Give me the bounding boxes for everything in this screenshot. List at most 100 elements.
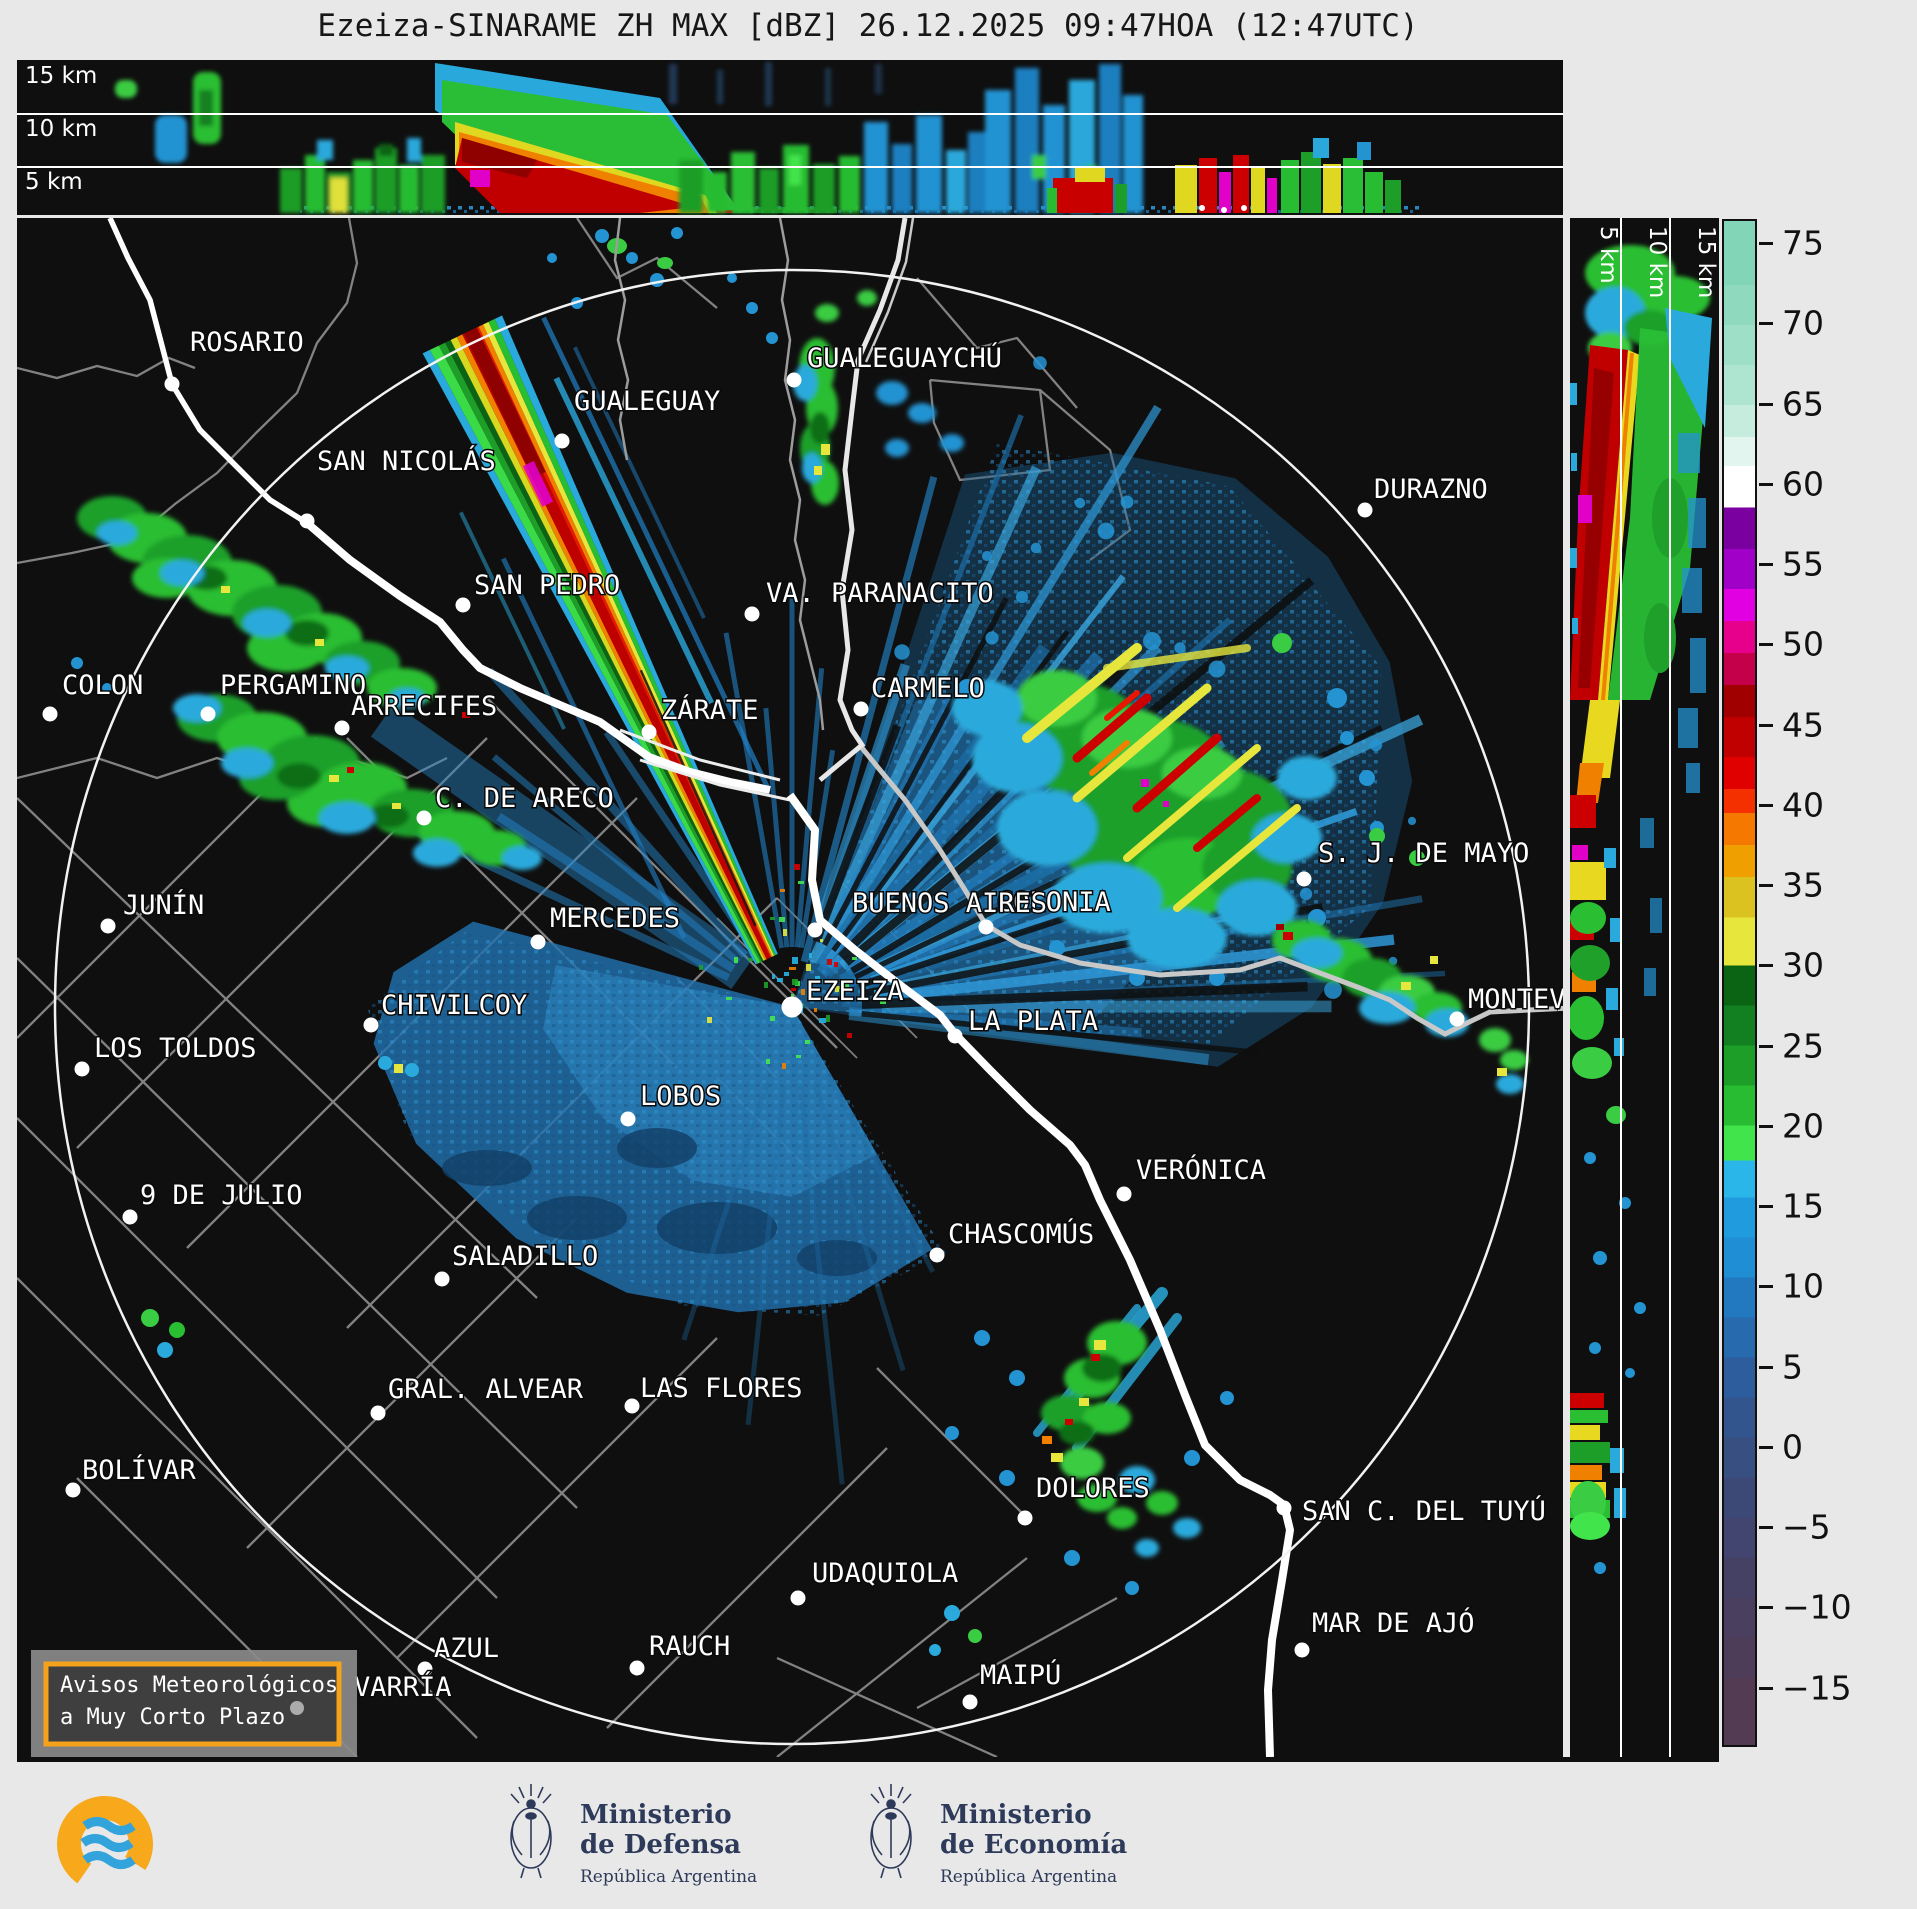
city-dot-LA PLATA	[947, 1028, 963, 1044]
city-dot-MAIPÚ	[962, 1694, 978, 1710]
economia-line1: Ministerio	[940, 1800, 1092, 1830]
city-dot-CARMELO	[853, 701, 869, 717]
city-dot-CHIVILCOY	[363, 1017, 379, 1033]
colorbar-label--10: −10	[1782, 1587, 1852, 1627]
city-dot-MAR DE AJÓ	[1294, 1642, 1310, 1658]
colorbar-tick-65	[1759, 402, 1773, 406]
top-cross-section-plot	[17, 62, 1563, 213]
city-label-SAN C. DEL TUYÚ: SAN C. DEL TUYÚ	[1302, 1495, 1546, 1527]
city-dot-DOLORES	[1017, 1510, 1033, 1526]
colorbar-label-65: 65	[1782, 384, 1824, 423]
colorbar-label-25: 25	[1782, 1026, 1824, 1065]
city-dot-MERCEDES	[530, 934, 546, 950]
colorbar-label-60: 60	[1782, 464, 1824, 504]
colorbar-label-10: 10	[1782, 1266, 1824, 1306]
economia-logo-text: Ministerio de Economía República Argenti…	[940, 1800, 1127, 1892]
city-label-UDAQUIOLA: UDAQUIOLA	[812, 1558, 958, 1589]
colorbar-tick-40	[1759, 803, 1773, 807]
city-dot-LOS TOLDOS	[74, 1061, 90, 1077]
colorbar-label-75: 75	[1782, 223, 1824, 263]
colorbar-tick-45	[1759, 723, 1773, 727]
city-dot-LOBOS	[620, 1111, 636, 1127]
city-label-SAN PEDRO: SAN PEDRO	[474, 570, 620, 601]
city-label-ZÁRATE: ZÁRATE	[661, 694, 759, 726]
city-dot-ARRECIFES	[334, 720, 350, 736]
city-label-BOLÍVAR: BOLÍVAR	[82, 1454, 197, 1486]
radar-map: ROSARIO SAN NICOLÁS GUALEGUAY GUALEGUAYCHÚ D…	[17, 218, 1563, 1757]
city-label-PERGAMINO: PERGAMINO	[220, 670, 366, 701]
city-label-COLONIA: COLONIA	[997, 887, 1111, 918]
city-label-LOBOS: LOBOS	[640, 1081, 721, 1112]
city-label-ARRECIFES: ARRECIFES	[351, 691, 497, 722]
city-dot-hidden	[290, 1701, 304, 1715]
city-dot-UDAQUIOLA	[790, 1590, 806, 1606]
warning-box-line2: a Muy Corto Plazo	[60, 1705, 285, 1730]
city-dot-SAN PEDRO	[455, 597, 471, 613]
colorbar-label--15: −15	[1782, 1668, 1852, 1707]
city-label-GUALEGUAY: GUALEGUAY	[574, 386, 720, 417]
rivers-coastlines	[107, 218, 1563, 1757]
colorbar-tick-20	[1759, 1124, 1773, 1128]
city-dot-AZUL	[417, 1661, 433, 1677]
top-panel-15km-label: 15 km	[25, 63, 98, 89]
colorbar-label-30: 30	[1782, 945, 1824, 985]
defensa-coat-of-arms-icon	[510, 1784, 552, 1879]
city-dot-JUNÍN	[100, 918, 116, 934]
city-label-SAN NICOLÁS: SAN NICOLÁS	[317, 445, 496, 477]
city-layer: ROSARIO SAN NICOLÁS GUALEGUAY GUALEGUAYCHÚ D…	[42, 326, 1563, 1710]
city-dot-ZÁRATE	[641, 724, 657, 740]
city-label-BUENOS AIRES: BUENOS AIRES	[852, 888, 1047, 919]
city-dot-RAUCH	[629, 1660, 645, 1676]
city-dot-GUALEGUAY	[554, 433, 570, 449]
city-label-SALADILLO: SALADILLO	[452, 1241, 598, 1272]
city-dot-SAN NICOLÁS	[299, 513, 315, 529]
colorbar-tick--10	[1759, 1606, 1773, 1610]
city-label-COLON: COLON	[62, 670, 143, 701]
colorbar-tick-35	[1759, 884, 1773, 887]
city-dot-9 DE JULIO	[122, 1209, 138, 1225]
colorbar-label-70: 70	[1782, 303, 1824, 343]
warning-box-border[interactable]	[43, 1661, 342, 1747]
colorbar-label-50: 50	[1782, 624, 1824, 664]
radar-map-panel: ROSARIO SAN NICOLÁS GUALEGUAY GUALEGUAYCHÚ D…	[17, 218, 1563, 1757]
city-label-LAS FLORES: LAS FLORES	[640, 1373, 803, 1404]
city-dot-ROSARIO	[164, 376, 180, 392]
dbz-colorbar-ticks: 75 70 65 60 55 50 45 40 35 30 25 20 15 10 5 0 −5 −10 −15	[1722, 219, 1912, 1747]
city-label-GRAL. ALVEAR: GRAL. ALVEAR	[388, 1374, 584, 1405]
colorbar-label-55: 55	[1782, 544, 1824, 584]
echo-clusters	[71, 227, 1528, 1656]
right-panel-5km-label: 5 km	[1595, 226, 1621, 284]
city-label-MERCEDES: MERCEDES	[550, 903, 680, 934]
page-title: Ezeiza-SINARAME ZH MAX [dBZ] 26.12.2025 …	[317, 8, 1419, 44]
city-label-S. J. DE MAYO: S. J. DE MAYO	[1318, 838, 1529, 869]
city-dot-S. J. DE MAYO	[1296, 871, 1312, 887]
defensa-logo-text: Ministerio de Defensa República Argentin…	[580, 1800, 757, 1892]
colorbar-label--5: −5	[1782, 1507, 1831, 1547]
defensa-line3: República Argentina	[580, 1867, 758, 1887]
footer: Servicio Meteorológico Nacional Argentin…	[0, 1762, 1917, 1909]
city-label-MONTEV: MONTEV	[1468, 984, 1563, 1015]
city-dot-MONTEV	[1449, 1011, 1465, 1027]
colorbar-tick-10	[1759, 1285, 1773, 1289]
city-label-DOLORES: DOLORES	[1036, 1473, 1150, 1504]
city-dot-GUALEGUAYCHÚ	[786, 372, 802, 388]
warning-box[interactable]: Avisos Meteorológicos a Muy Corto Plazo	[31, 1650, 357, 1757]
city-label-CHIVILCOY: CHIVILCOY	[381, 990, 527, 1021]
colorbar-label-35: 35	[1782, 865, 1824, 905]
economia-line2: de Economía	[940, 1830, 1128, 1860]
colorbar-tick-30	[1759, 964, 1773, 968]
colorbar-tick-15	[1759, 1205, 1773, 1208]
radar-beam	[422, 315, 778, 965]
city-label-LA PLATA: LA PLATA	[968, 1006, 1098, 1037]
city-label-C. DE ARECO: C. DE ARECO	[435, 783, 614, 814]
city-dot-VA. PARANACITO	[744, 606, 760, 622]
city-label-VERÓNICA: VERÓNICA	[1136, 1154, 1266, 1186]
colorbar-label-15: 15	[1782, 1186, 1824, 1226]
colorbar-label-45: 45	[1782, 705, 1824, 744]
top-panel-5km-label: 5 km	[25, 169, 83, 195]
colorbar-tick-50	[1759, 643, 1773, 647]
colorbar-tick-60	[1759, 482, 1773, 486]
city-dot-BUENOS AIRES	[807, 922, 823, 938]
colorbar-tick-5	[1759, 1365, 1773, 1369]
city-label-CARMELO: CARMELO	[871, 673, 985, 704]
